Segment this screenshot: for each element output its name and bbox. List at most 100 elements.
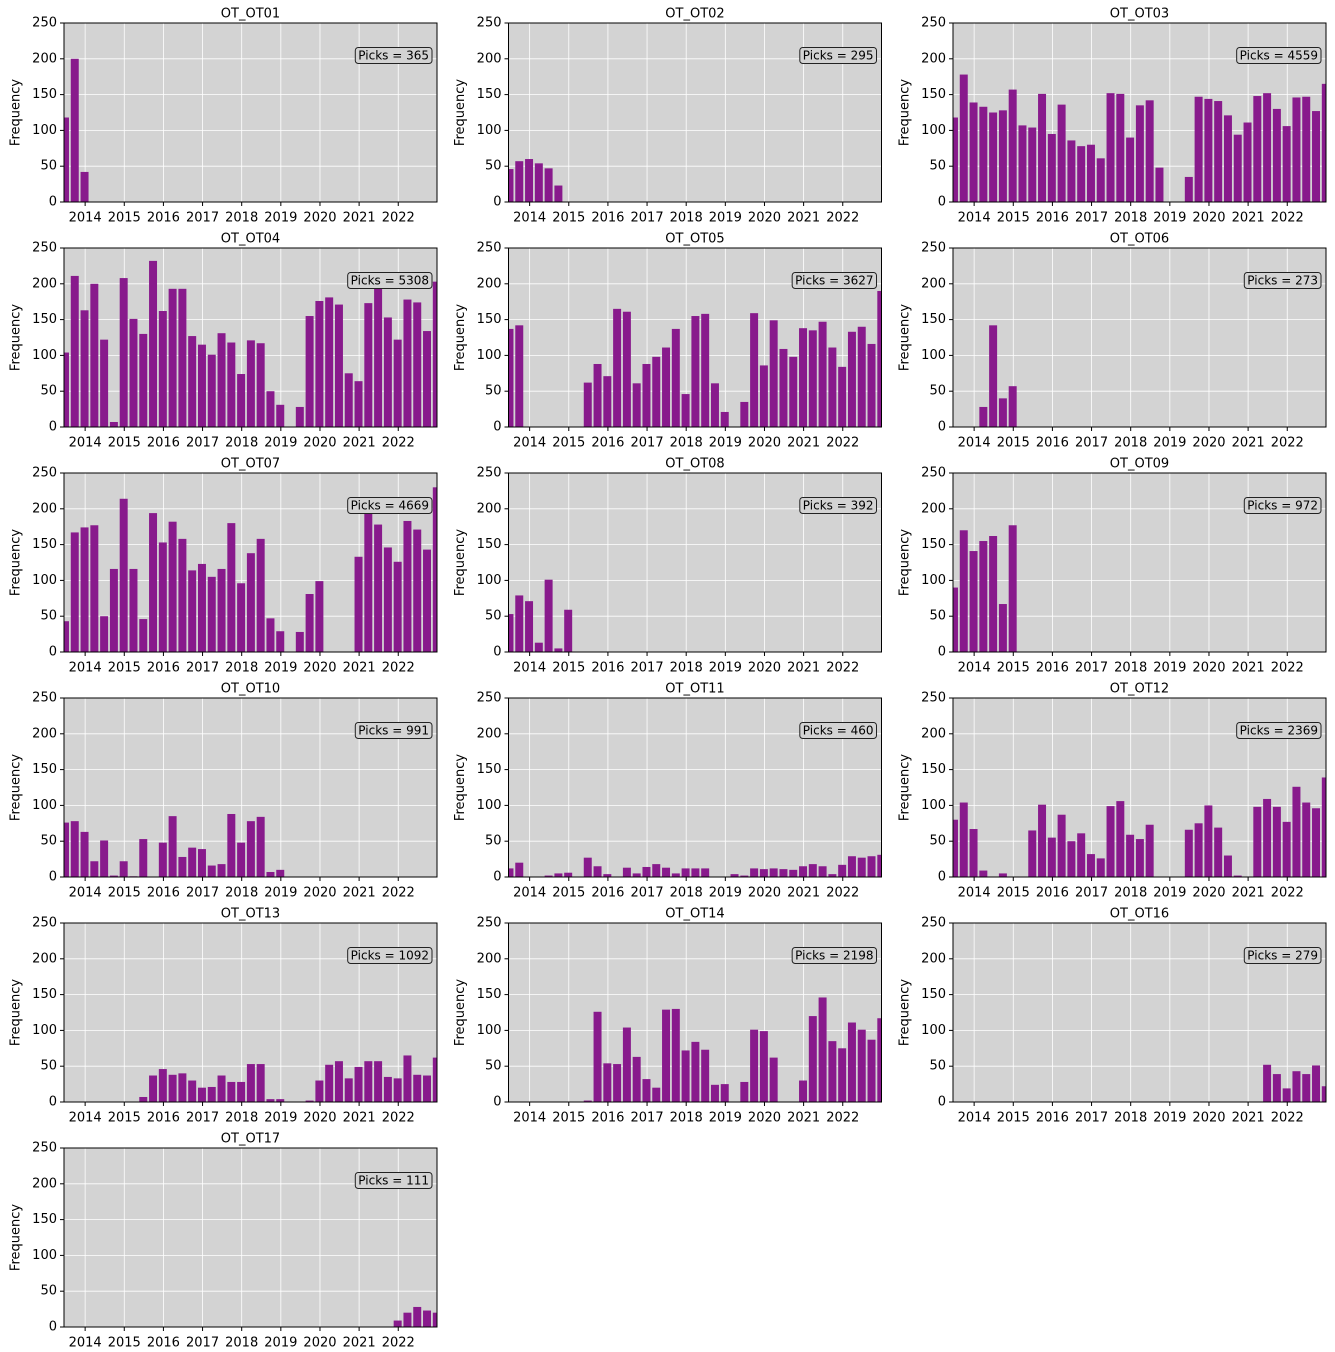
plot-frame bbox=[508, 922, 882, 1103]
panel-title: OT_OT03 bbox=[1110, 7, 1169, 22]
y-tick-label: 0 bbox=[49, 645, 57, 660]
bar bbox=[789, 356, 798, 427]
bar bbox=[295, 406, 304, 427]
x-tick-label: 2015 bbox=[997, 211, 1030, 226]
x-tick-label: 2018 bbox=[670, 211, 703, 226]
bar bbox=[315, 1080, 324, 1102]
x-tick-label: 2022 bbox=[382, 1111, 415, 1126]
bar bbox=[383, 547, 392, 652]
bar bbox=[953, 819, 958, 877]
x-tick-label: 2020 bbox=[303, 1336, 336, 1351]
bar bbox=[593, 363, 602, 427]
y-tick-label: 250 bbox=[921, 466, 946, 481]
y-tick-label: 100 bbox=[921, 348, 946, 363]
bar bbox=[1086, 144, 1095, 202]
panel: 0 50 100 150 200 250 2014 2015 2016 2017 2018 2019 2… bbox=[453, 7, 882, 226]
bar bbox=[710, 1084, 719, 1102]
bar bbox=[354, 556, 363, 652]
y-tick-label: 250 bbox=[477, 916, 502, 931]
bar bbox=[1302, 802, 1311, 877]
bar bbox=[652, 864, 661, 877]
bar bbox=[828, 347, 837, 427]
x-tick-label: 2019 bbox=[264, 211, 297, 226]
bar bbox=[1116, 801, 1125, 877]
bar bbox=[953, 587, 958, 652]
bar bbox=[534, 642, 543, 652]
y-tick-label: 250 bbox=[921, 16, 946, 31]
annotation-box bbox=[1243, 497, 1322, 514]
plot-frame bbox=[952, 472, 1327, 653]
x-tick-label: 2016 bbox=[147, 661, 180, 676]
x-tick-label: 2014 bbox=[958, 436, 991, 451]
annotation: Picks = 392 bbox=[803, 499, 874, 513]
bars bbox=[953, 74, 1326, 202]
x-tick-label: 2022 bbox=[826, 1111, 859, 1126]
bar bbox=[989, 325, 998, 427]
x-tick-label: 2022 bbox=[1271, 1111, 1304, 1126]
x-tick-label: 2018 bbox=[225, 211, 258, 226]
bar bbox=[354, 381, 363, 427]
bar bbox=[256, 1064, 265, 1102]
x-tick-label: 2016 bbox=[591, 436, 624, 451]
panel-title: OT_OT13 bbox=[221, 907, 280, 922]
bar bbox=[603, 874, 612, 877]
x-tick-label: 2019 bbox=[1153, 661, 1186, 676]
bars bbox=[508, 290, 882, 427]
bar bbox=[564, 872, 573, 877]
x-tick-label: 2015 bbox=[552, 886, 585, 901]
bar bbox=[1282, 1088, 1291, 1102]
bar bbox=[1184, 829, 1193, 877]
x-tick-label: 2019 bbox=[264, 1336, 297, 1351]
annotation-box bbox=[347, 272, 433, 289]
x-tick-label: 2017 bbox=[186, 661, 219, 676]
bar bbox=[652, 1087, 661, 1102]
bar bbox=[847, 1022, 856, 1102]
bar bbox=[652, 356, 661, 427]
x-tick-label: 2017 bbox=[631, 211, 664, 226]
y-tick-label: 100 bbox=[921, 573, 946, 588]
bar bbox=[80, 310, 89, 427]
bar bbox=[197, 563, 206, 652]
x-tick-label: 2014 bbox=[513, 436, 546, 451]
bar bbox=[276, 631, 285, 652]
panel-title: OT_OT05 bbox=[665, 232, 724, 247]
bar bbox=[393, 1320, 402, 1327]
x-tick-label: 2020 bbox=[748, 661, 781, 676]
bar bbox=[779, 348, 788, 427]
x-tick-label: 2018 bbox=[1114, 211, 1147, 226]
bar bbox=[149, 1075, 158, 1102]
bar bbox=[1126, 137, 1135, 202]
x-tick-label: 2017 bbox=[1075, 436, 1108, 451]
x-tick-label: 2016 bbox=[147, 1111, 180, 1126]
bar bbox=[374, 273, 383, 427]
y-tick-label: 150 bbox=[32, 762, 57, 777]
x-tick-label: 2018 bbox=[670, 661, 703, 676]
bar bbox=[1067, 841, 1076, 877]
bar bbox=[1292, 786, 1301, 877]
y-tick-label: 200 bbox=[921, 276, 946, 291]
x-tick-label: 2014 bbox=[958, 211, 991, 226]
x-tick-label: 2015 bbox=[108, 1111, 141, 1126]
x-tick-label: 2020 bbox=[748, 886, 781, 901]
bar bbox=[197, 1087, 206, 1102]
bar bbox=[622, 867, 631, 877]
bar bbox=[149, 260, 158, 427]
x-tick-label: 2018 bbox=[1114, 436, 1147, 451]
bar bbox=[80, 527, 89, 652]
y-axis-label: Frequency bbox=[453, 79, 468, 146]
bar bbox=[158, 1069, 167, 1102]
bar bbox=[432, 281, 437, 427]
y-tick-label: 200 bbox=[477, 276, 502, 291]
bar bbox=[508, 614, 514, 652]
bar bbox=[593, 866, 602, 877]
panel-title: OT_OT12 bbox=[1110, 682, 1169, 697]
x-tick-label: 2018 bbox=[1114, 661, 1147, 676]
bar bbox=[857, 326, 866, 427]
bar bbox=[759, 869, 768, 877]
bar bbox=[207, 354, 216, 427]
bar bbox=[828, 874, 837, 877]
bar bbox=[70, 58, 79, 202]
bar bbox=[1047, 837, 1056, 877]
x-tick-label: 2015 bbox=[108, 1336, 141, 1351]
y-tick-label: 150 bbox=[32, 987, 57, 1002]
